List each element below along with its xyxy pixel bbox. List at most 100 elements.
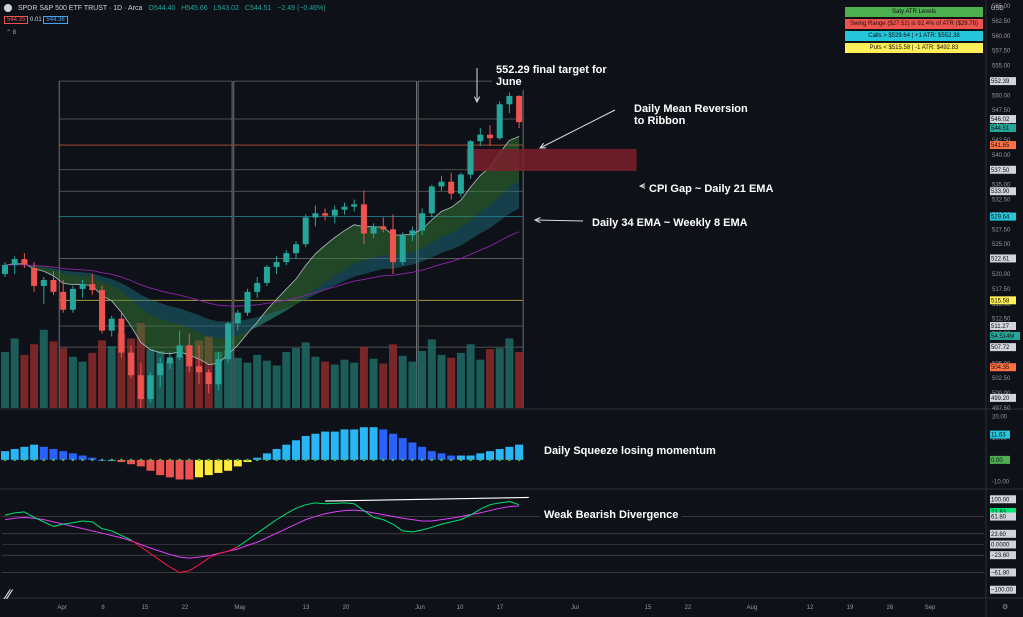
price-label-text: 515.58	[991, 298, 1010, 304]
squeeze-dot	[459, 458, 463, 462]
annotation-divergence: Weak Bearish Divergence	[540, 507, 683, 523]
volume-bar	[398, 355, 407, 408]
oscillator-fast-line	[169, 566, 180, 573]
oscillator-slow-line	[4, 505, 520, 559]
price-tick-label: 517.50	[992, 287, 1011, 293]
volume-bar	[49, 341, 58, 408]
candle-body	[99, 290, 105, 331]
volume-bar	[39, 329, 48, 408]
squeeze-tick-label: -10.00	[992, 480, 1010, 486]
indicators-toggle[interactable]: ⌃ 8	[6, 30, 17, 36]
candle-body	[409, 230, 416, 236]
squeeze-bar	[369, 427, 378, 460]
squeeze-bar	[292, 440, 300, 460]
price-tick-label: 540.00	[992, 153, 1011, 159]
candle-body	[477, 134, 484, 142]
candle-body	[457, 174, 464, 194]
volume-bar	[350, 362, 359, 408]
arrow-head-icon	[638, 182, 646, 190]
oscillator-fast-line	[227, 546, 239, 552]
squeeze-dot	[3, 458, 7, 462]
squeeze-bar	[427, 451, 436, 460]
price-label-text: 499.20	[991, 396, 1010, 402]
oscillator-fast-line	[4, 512, 15, 516]
squeeze-bar	[408, 442, 417, 460]
candle-body	[108, 318, 115, 331]
price-tick-label: 502.50	[992, 376, 1011, 382]
oscillator-fast-line	[198, 557, 209, 566]
bid-ask-row: 544.35 0.01 544.36	[4, 16, 68, 24]
oscillator-fast-line	[150, 553, 161, 561]
volume-bar	[486, 349, 494, 408]
candle-body	[399, 235, 406, 263]
squeeze-bar	[437, 453, 446, 460]
oscillator-label-text: 61.80	[991, 515, 1007, 521]
volume-bar	[359, 347, 368, 408]
candle-body	[196, 366, 202, 373]
time-axis-label: 13	[303, 605, 310, 611]
oscillator-fast-line	[24, 511, 35, 518]
oscillator-fast-line	[509, 501, 520, 506]
oscillator-fast-line	[247, 532, 258, 541]
squeeze-bar	[282, 444, 291, 460]
candle-body	[263, 266, 270, 283]
volume-bar	[408, 361, 417, 408]
time-axis-label: 12	[807, 605, 814, 611]
oscillator-fast-line	[421, 526, 432, 531]
squeeze-dot	[149, 458, 152, 462]
volume-bar	[437, 354, 446, 408]
volume-bar	[107, 346, 116, 408]
low-value: L543.02	[213, 4, 239, 12]
price-tick-label: 562.50	[992, 19, 1011, 25]
oscillator-fast-line	[441, 521, 452, 525]
oscillator-fast-line	[121, 534, 132, 541]
oscillator-fast-line	[295, 504, 306, 509]
candle-body	[147, 375, 154, 400]
open-value: O544.40	[148, 4, 176, 12]
time-axis-label: 22	[182, 605, 189, 611]
squeeze-bar	[301, 435, 310, 460]
symbol-title[interactable]: SPDR S&P 500 ETF TRUST · 1D · Arca	[17, 4, 143, 12]
squeeze-bar	[59, 451, 68, 460]
time-axis-label: 26	[887, 605, 894, 611]
squeeze-dot	[391, 458, 395, 462]
oscillator-fast-line	[489, 502, 500, 506]
tradingview-logo-icon[interactable]: ⁄⁄	[6, 586, 11, 602]
ask-button[interactable]: 544.36	[43, 16, 68, 24]
squeeze-dot	[139, 458, 143, 462]
candle-body	[69, 288, 76, 310]
time-axis-label: 22	[685, 605, 692, 611]
volume-bar	[456, 352, 465, 408]
price-label-text: 546.02	[991, 117, 1010, 123]
currency-label[interactable]: USD	[991, 6, 1004, 12]
squeeze-dot	[158, 458, 162, 462]
volume-bar	[117, 333, 126, 408]
candle-body	[79, 284, 86, 289]
volume-label-box	[990, 331, 1020, 340]
volume-bar	[418, 351, 427, 408]
ema-ribbon-fast	[5, 136, 520, 365]
squeeze-bar	[204, 459, 213, 476]
squeeze-dot	[32, 458, 36, 462]
atr-calls: Calls > $529.64 | +1 ATR: $552.38	[844, 30, 984, 42]
volume-bar	[495, 348, 504, 408]
squeeze-dot	[352, 458, 356, 462]
oscillator-fast-line	[431, 523, 442, 528]
squeeze-bar	[195, 459, 203, 478]
squeeze-bar	[505, 446, 514, 460]
oscillator-label-text: −61.80	[991, 570, 1010, 576]
oscillator-fast-line	[130, 539, 142, 548]
price-label-text: 541.65	[991, 143, 1010, 149]
squeeze-bar	[10, 449, 19, 460]
close-value: C544.51	[244, 4, 272, 12]
squeeze-dot	[91, 458, 94, 462]
volume-bar	[10, 338, 19, 408]
bid-button[interactable]: 544.35	[4, 16, 29, 24]
candle-body	[186, 345, 193, 367]
price-tick-label: 527.50	[992, 227, 1011, 233]
price-tick-label: 560.00	[992, 34, 1011, 40]
squeeze-dot	[188, 458, 191, 462]
squeeze-bar	[340, 429, 349, 460]
price-tick-label: 557.50	[992, 49, 1011, 55]
price-label-box	[990, 165, 1016, 174]
